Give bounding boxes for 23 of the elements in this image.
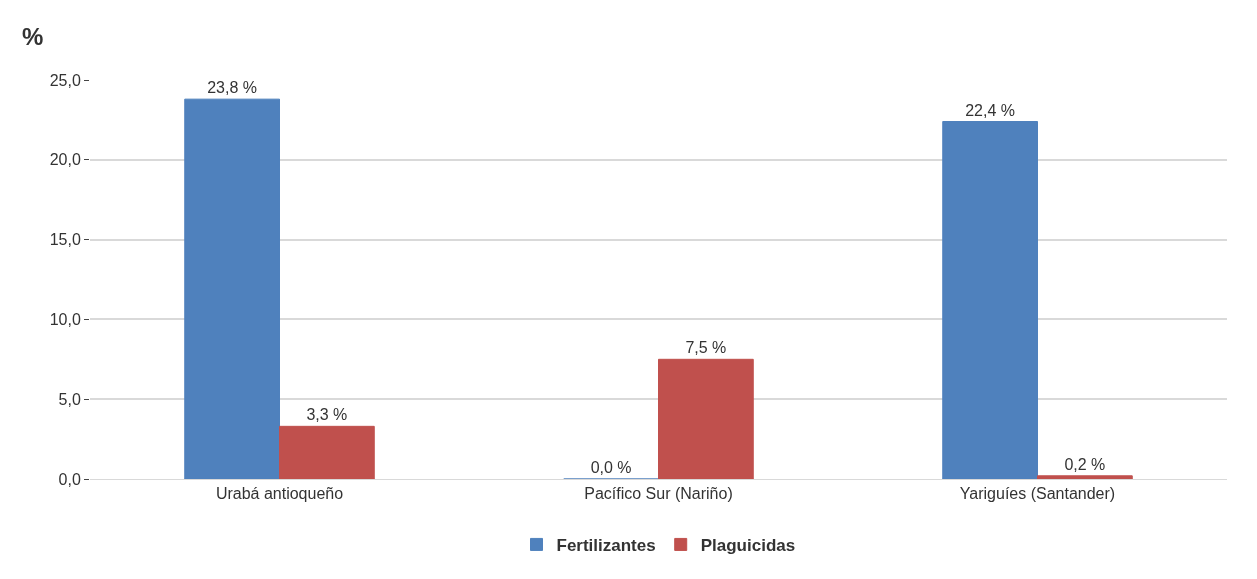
bar (279, 425, 375, 479)
data-label: 23,8 % (207, 79, 258, 97)
data-label: 3,3 % (306, 406, 348, 424)
y-tick-label: 10,0 (49, 311, 81, 328)
data-label: 0,2 % (1064, 455, 1106, 473)
y-axis-title: % (22, 23, 44, 50)
data-label: 7,5 % (685, 339, 727, 357)
y-tick-label: 5,0 (58, 390, 81, 408)
x-tick-label: Yariguíes (Santander) (959, 485, 1116, 503)
y-tick-label: 0,0 (58, 470, 81, 488)
bar (184, 98, 280, 479)
x-tick-label: Urabá antioqueño (215, 485, 344, 503)
bar (1037, 475, 1133, 479)
x-tick-label: Pacífico Sur (Nariño) (584, 485, 733, 503)
legend-label: Plaguicidas (700, 536, 796, 556)
y-tick-label: 20,0 (49, 151, 81, 169)
legend-label: Fertilizantes (556, 536, 656, 556)
bar (942, 121, 1038, 479)
data-label: 22,4 % (965, 101, 1016, 119)
y-tick-label: 25,0 (49, 71, 81, 89)
y-tick-label: 15,0 (49, 231, 81, 249)
bar (658, 358, 754, 479)
data-label: 0,0 % (590, 459, 632, 476)
